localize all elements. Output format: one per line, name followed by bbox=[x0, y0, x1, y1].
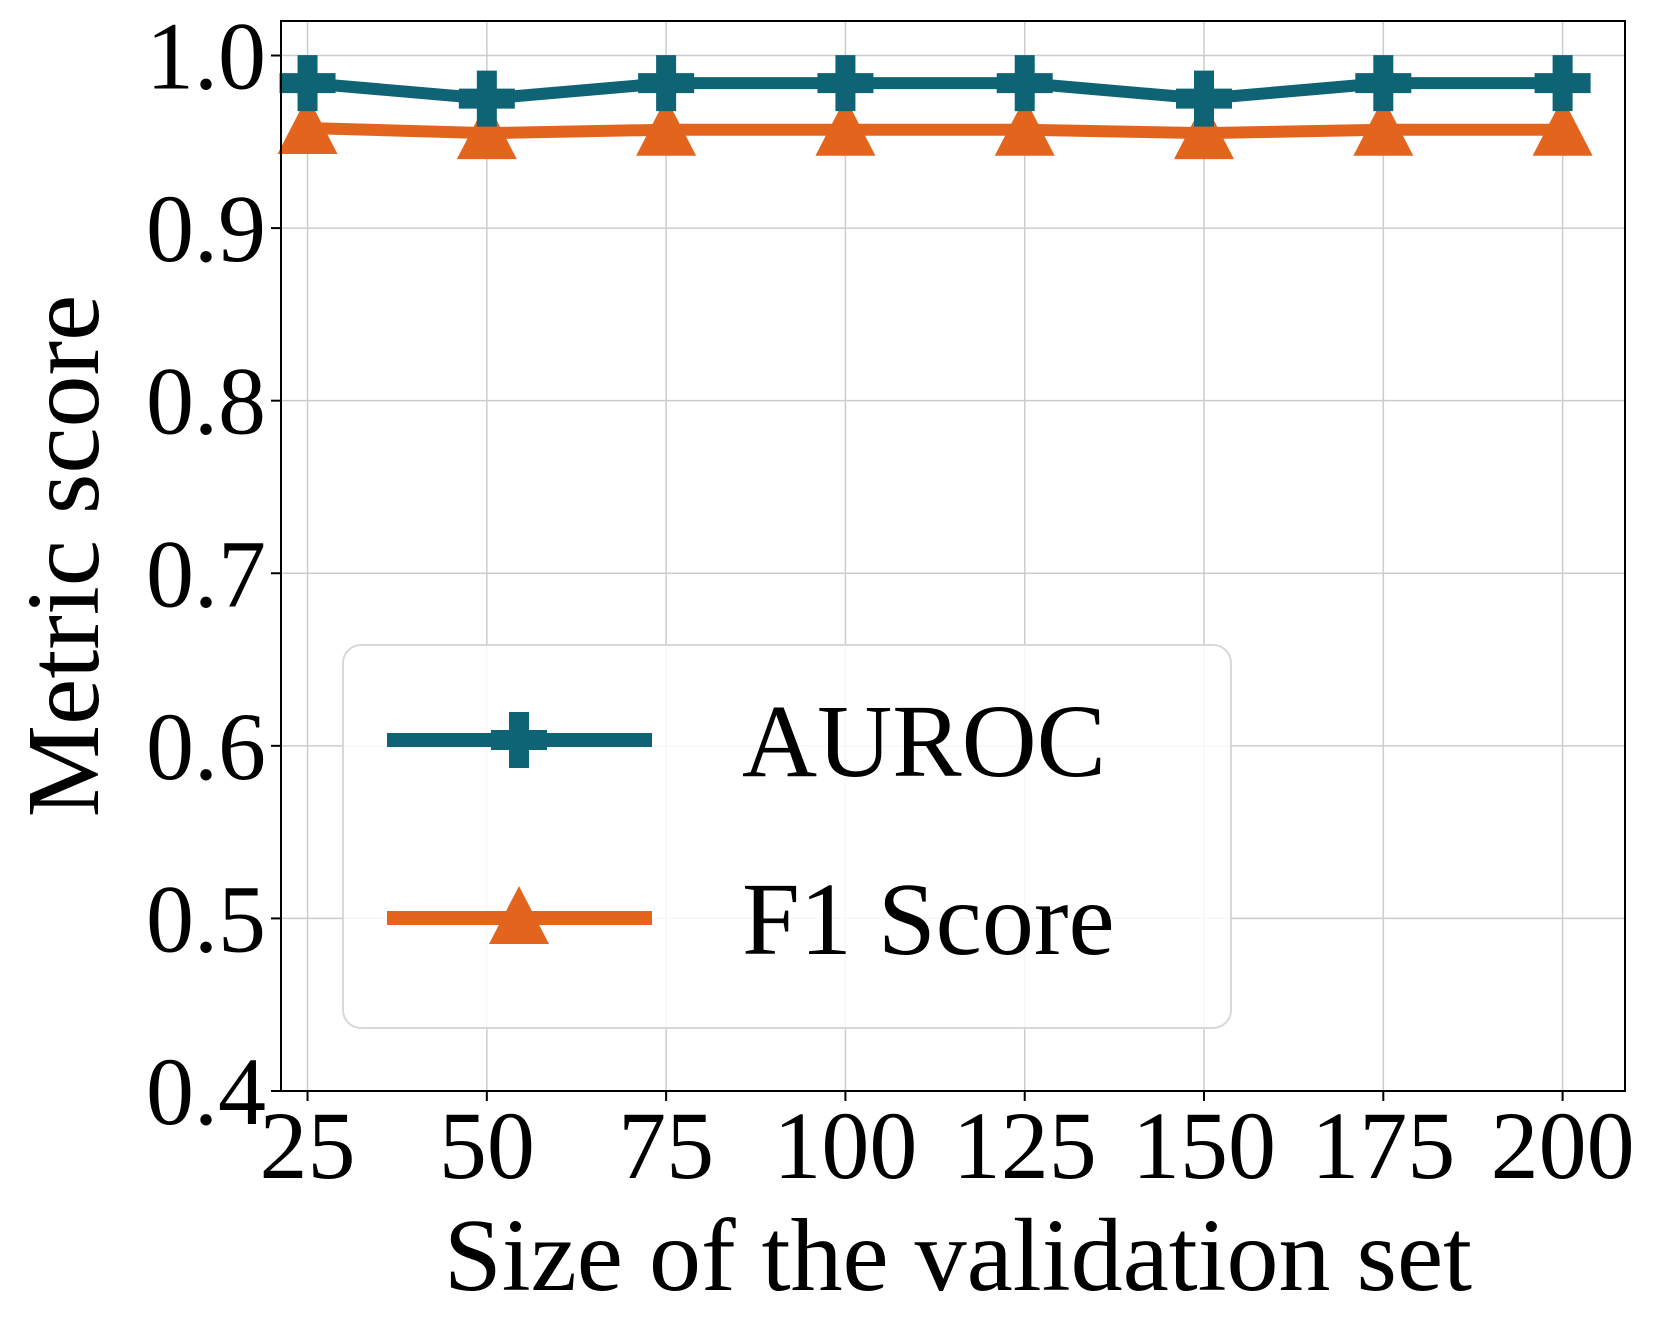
data-point bbox=[1174, 101, 1235, 160]
y-tick-label: 0.9 bbox=[146, 175, 266, 282]
legend-marker bbox=[491, 712, 547, 768]
x-tick-label: 150 bbox=[1132, 1092, 1276, 1199]
data-point bbox=[815, 97, 876, 156]
x-tick-label: 200 bbox=[1491, 1092, 1635, 1199]
data-point bbox=[1353, 97, 1414, 156]
legend-item: AUROC bbox=[387, 684, 1106, 799]
plot-frame bbox=[280, 20, 1626, 1092]
y-tick-label: 0.7 bbox=[146, 520, 266, 627]
series-f1-score bbox=[277, 96, 1593, 160]
legend: AUROC F1 Score bbox=[342, 644, 1232, 1029]
series-auroc bbox=[279, 55, 1591, 127]
x-tick-label: 75 bbox=[618, 1092, 714, 1199]
y-tick-label: 0.8 bbox=[146, 348, 266, 455]
y-tick-label: 0.4 bbox=[146, 1038, 266, 1145]
series-layer bbox=[277, 55, 1593, 160]
series-line bbox=[301, 77, 1569, 105]
x-tick-label: 50 bbox=[439, 1092, 535, 1199]
data-point bbox=[817, 55, 874, 112]
data-point bbox=[279, 55, 336, 112]
x-tick-label: 25 bbox=[260, 1092, 356, 1199]
series-line bbox=[301, 122, 1569, 140]
legend-marker bbox=[489, 886, 549, 944]
data-point bbox=[1355, 55, 1412, 112]
y-tick-label: 0.6 bbox=[146, 693, 266, 800]
data-point bbox=[636, 97, 697, 156]
x-tick-label: 175 bbox=[1311, 1092, 1455, 1199]
data-point bbox=[996, 55, 1053, 112]
legend-label: F1 Score bbox=[742, 862, 1115, 977]
data-point bbox=[994, 97, 1055, 156]
y-axis-label: Metric score bbox=[6, 295, 121, 818]
x-axis-label: Size of the validation set bbox=[444, 1198, 1472, 1313]
x-tick-label: 100 bbox=[773, 1092, 917, 1199]
legend-label: AUROC bbox=[742, 684, 1106, 799]
y-tick-label: 0.5 bbox=[146, 865, 266, 972]
data-point bbox=[638, 55, 695, 112]
legend-item: F1 Score bbox=[387, 862, 1115, 977]
x-tick-label: 125 bbox=[953, 1092, 1097, 1199]
data-point bbox=[1532, 97, 1593, 156]
tick-layer: 25 50 75 100 125 150 175 200 0.4 0.5 0.6 0.7 0.8 0.9 1… bbox=[146, 3, 1635, 1199]
y-tick-label: 1.0 bbox=[146, 3, 266, 110]
data-point bbox=[1534, 55, 1591, 112]
data-point bbox=[456, 101, 517, 160]
data-point bbox=[277, 96, 338, 154]
data-point bbox=[458, 70, 515, 127]
data-point bbox=[1176, 70, 1233, 127]
